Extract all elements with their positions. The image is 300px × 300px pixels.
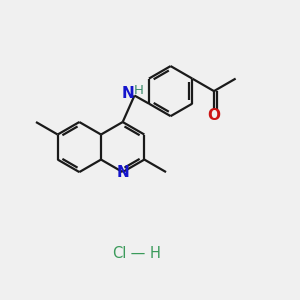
Text: N: N bbox=[116, 165, 129, 180]
Text: N: N bbox=[122, 86, 134, 101]
Text: O: O bbox=[208, 108, 220, 123]
Text: H: H bbox=[134, 84, 144, 97]
Text: — H: — H bbox=[126, 246, 161, 261]
Text: Cl: Cl bbox=[112, 246, 126, 261]
